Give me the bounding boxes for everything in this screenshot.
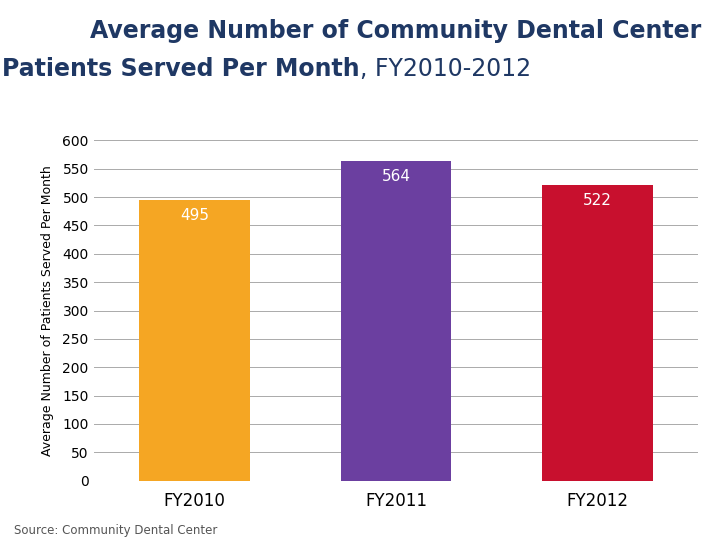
Text: 522: 522 bbox=[583, 193, 612, 208]
Text: Patients Served Per Month: Patients Served Per Month bbox=[2, 57, 360, 80]
Bar bbox=[542, 185, 653, 481]
Bar bbox=[341, 161, 451, 481]
Text: Source: Community Dental Center: Source: Community Dental Center bbox=[14, 524, 217, 537]
Text: 564: 564 bbox=[382, 170, 410, 184]
Text: 495: 495 bbox=[180, 208, 209, 224]
Y-axis label: Average Number of Patients Served Per Month: Average Number of Patients Served Per Mo… bbox=[41, 165, 54, 456]
Bar bbox=[139, 200, 250, 481]
Text: , FY2010-2012: , FY2010-2012 bbox=[360, 57, 531, 80]
Text: Average Number of Community Dental Center: Average Number of Community Dental Cente… bbox=[91, 19, 701, 43]
